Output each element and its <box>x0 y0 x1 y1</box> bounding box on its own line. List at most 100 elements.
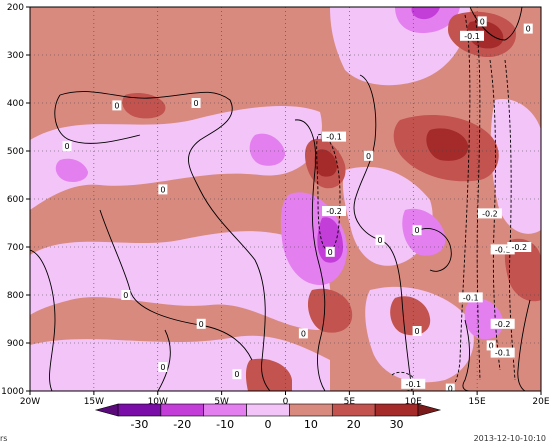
contour-label-bg <box>158 362 168 372</box>
contour-label-bg <box>401 378 426 389</box>
fill-red-lower-center <box>308 288 353 333</box>
fill-strong-purple-top <box>411 7 440 20</box>
y-tick-label: 700 <box>7 243 24 253</box>
contour-label: 0 <box>160 363 165 372</box>
contour-label: 0 <box>301 329 306 338</box>
contour-label: -0.2 <box>495 320 511 329</box>
contour-label-bg <box>477 16 487 27</box>
contour-label: -0.2 <box>326 207 342 216</box>
colorbar-tick-label: -30 <box>130 418 148 431</box>
colorbar-tick-label: -20 <box>173 418 191 431</box>
fill-dark-red-upper-right <box>426 128 469 161</box>
colorbar-swatch <box>331 403 376 417</box>
colorbar-tick-label: -10 <box>216 418 234 431</box>
x-tick-label: 10W <box>148 397 168 407</box>
colorbar-swatch <box>117 403 162 417</box>
contour-label: 0 <box>114 101 119 110</box>
contour-label-bg <box>460 30 485 41</box>
fill-light-pink-far-right <box>490 99 541 234</box>
contour-label-bg <box>298 328 308 339</box>
contour-label-bg <box>375 234 385 245</box>
contour-label: 0 <box>328 248 333 257</box>
x-axis: 20W 15W 10W 5W 0 5E 10E 15E 20E <box>20 391 550 407</box>
colorbar-swatch <box>203 403 247 417</box>
colorbar-tick-label: 30 <box>390 418 404 431</box>
contour-label-bg <box>364 150 374 161</box>
contour-label: 0 <box>415 327 420 336</box>
contour-label-bg <box>490 347 515 358</box>
colorbar: -30 -20 -10 0 10 20 30 <box>94 403 442 431</box>
fill-red-lower-right <box>390 296 431 336</box>
contour-label: 0 <box>199 320 204 329</box>
contour-label: -0.1 <box>463 293 479 302</box>
contour-label: 0 <box>448 385 453 394</box>
fill-light-pink-band-upper <box>30 105 322 210</box>
contour-label-bg <box>490 244 515 255</box>
y-tick-label: 1000 <box>1 387 24 397</box>
fill-purple-bottom-right <box>464 298 504 340</box>
contour-label: 0 <box>366 152 371 161</box>
contour-label-bg <box>322 131 347 142</box>
colorbar-tick-label: 0 <box>265 418 272 431</box>
colorbar-min-arrow <box>94 403 119 417</box>
contour-lines <box>30 7 531 391</box>
y-tick-label: 600 <box>7 195 24 205</box>
contour-label: -0.1 <box>405 380 421 389</box>
contour-label-bg <box>62 141 72 152</box>
contour-label: 0 <box>194 99 199 108</box>
fill-purple-left <box>55 158 88 182</box>
colorbar-swatch <box>246 403 290 417</box>
colorbar-max-arrow <box>417 403 442 417</box>
colorbar-tick-label: 10 <box>304 418 318 431</box>
contour-label-bg <box>486 340 496 351</box>
contour-dashed-neg-center <box>316 134 341 253</box>
contour-solid-zero-center <box>294 119 326 391</box>
contour-label: 0 <box>489 341 494 350</box>
y-axis: 200 300 400 500 600 700 800 900 1000 <box>1 3 30 397</box>
contour-label-bg <box>158 184 168 195</box>
contour-label-bg <box>325 246 335 257</box>
contour-label: 0 <box>377 236 382 245</box>
y-tick-label: 400 <box>7 99 24 109</box>
y-tick-label: 900 <box>7 339 24 349</box>
fill-red-left <box>122 93 166 119</box>
x-tick-label: 15W <box>84 397 104 407</box>
contour-label-bg <box>477 208 502 219</box>
contour-label: -0.1 <box>495 349 511 358</box>
contour-label-bg <box>523 23 533 34</box>
colorbar-swatch <box>289 403 333 417</box>
contour-label: -0.1 <box>495 245 511 254</box>
x-tick-label: 0 <box>283 397 289 407</box>
contour-solid-zero-left <box>30 249 56 391</box>
fill-purple-top <box>395 7 460 34</box>
contour-solid-zero-right-4 <box>462 319 471 391</box>
y-tick-label: 800 <box>7 291 24 301</box>
contour-solid-zero-right-1 <box>353 74 413 391</box>
x-tick-label: 10E <box>405 397 422 407</box>
contour-label: 0 <box>234 370 239 379</box>
colorbar-tick-label: 20 <box>347 418 361 431</box>
contour-label: -0.2 <box>511 243 527 252</box>
contour-label-bg <box>490 318 515 329</box>
colorbar-swatch <box>160 403 205 417</box>
contour-label-bg <box>412 326 422 336</box>
x-tick-label: 5W <box>214 397 229 407</box>
contour-label-bg <box>412 225 422 236</box>
fill-red-bottom-mid <box>245 358 292 391</box>
contour-label-bg <box>112 100 122 111</box>
contour-dashed-neg-right-2 <box>474 14 481 381</box>
contour-label-bg <box>191 98 201 108</box>
contour-label-bg <box>196 318 206 329</box>
contour-label-bg <box>445 383 455 394</box>
contour-label-bg <box>458 292 483 303</box>
grid <box>30 7 541 391</box>
contour-label-bg <box>507 242 532 252</box>
y-tick-label: 200 <box>7 3 24 13</box>
x-tick-label: 20W <box>20 397 40 407</box>
contour-label: -0.2 <box>482 209 498 218</box>
fill-dark-red-center <box>314 149 337 177</box>
fill-purple-small-1 <box>249 133 286 166</box>
contour-dashed-neg-right-1 <box>449 14 471 391</box>
